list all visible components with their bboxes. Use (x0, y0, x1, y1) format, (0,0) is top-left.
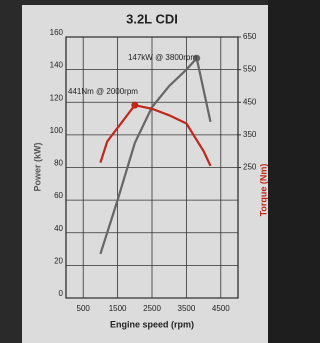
x-tick-label: 1500 (109, 304, 127, 313)
peak-marker (131, 102, 138, 109)
y2-axis-label: Torque (Nm) (258, 164, 268, 217)
annotation: 147kW @ 3800rpm (128, 53, 197, 62)
y-tick-label: 20 (54, 256, 63, 265)
x-tick-label: 4500 (212, 304, 230, 313)
y2-tick-label: 550 (243, 65, 257, 74)
y-tick-label: 140 (50, 61, 64, 70)
y-axis-label: Power (kW) (32, 142, 42, 191)
y2-tick-label: 250 (243, 163, 257, 172)
chart-title: 3.2L CDI (126, 11, 178, 26)
y2-tick-label: 450 (243, 97, 257, 106)
y-tick-label: 80 (54, 159, 63, 168)
annotation: 441Nm @ 2000rpm (68, 87, 138, 96)
x-tick-label: 500 (77, 304, 91, 313)
y2-tick-label: 350 (243, 130, 257, 139)
y-tick-label: 0 (59, 289, 64, 298)
y-tick-label: 100 (50, 126, 64, 135)
x-tick-label: 2500 (143, 304, 161, 313)
y-tick-label: 60 (54, 191, 63, 200)
y-tick-label: 160 (50, 28, 64, 37)
x-tick-label: 3500 (178, 304, 196, 313)
y-tick-label: 40 (54, 224, 63, 233)
y-tick-label: 120 (50, 93, 64, 102)
x-axis-label: Engine speed (rpm) (110, 319, 194, 329)
y2-tick-label: 650 (243, 32, 257, 41)
chart: 3.2L CDI Engine speed (rpm) Power (kW) T… (0, 0, 268, 343)
